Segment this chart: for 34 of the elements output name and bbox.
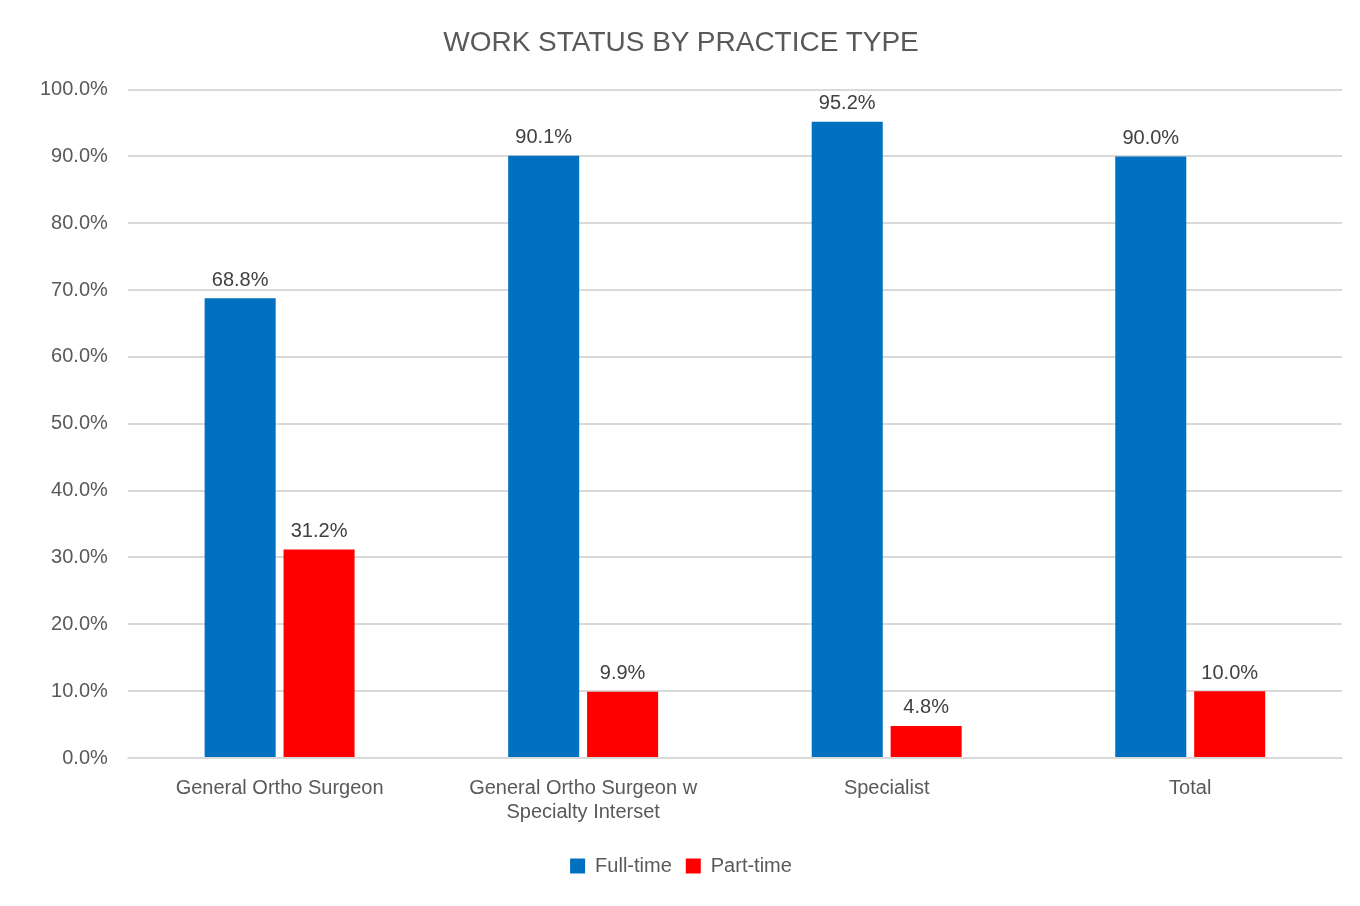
bar xyxy=(204,298,276,757)
data-label: 4.8% xyxy=(903,695,950,718)
data-label: 90.0% xyxy=(1122,125,1180,148)
bar xyxy=(890,725,962,757)
data-label: 68.8% xyxy=(211,267,269,290)
bar xyxy=(1115,156,1187,757)
y-tick-label: 50.0% xyxy=(51,411,109,434)
bar xyxy=(811,121,883,757)
y-tick-label: 80.0% xyxy=(51,210,109,233)
x-tick-label: General Ortho Surgeon w Specialty Interset xyxy=(469,775,698,822)
data-label: 90.1% xyxy=(515,125,573,148)
y-tick-label: 30.0% xyxy=(51,545,109,567)
bar xyxy=(587,691,659,757)
y-tick-label: 90.0% xyxy=(51,143,109,166)
y-tick-label: 100.0% xyxy=(39,77,109,100)
y-tick-label: 70.0% xyxy=(51,277,109,300)
y-tick-label: 20.0% xyxy=(51,611,109,634)
bar xyxy=(283,549,355,757)
y-tick-label: 0.0% xyxy=(62,745,109,768)
data-label: 31.2% xyxy=(290,518,348,541)
legend-label: Full-time xyxy=(595,853,672,876)
data-label: 10.0% xyxy=(1201,660,1259,683)
x-tick-label: General Ortho Surgeon xyxy=(175,775,384,798)
chart-title: WORK STATUS BY PRACTICE TYPE xyxy=(443,25,919,57)
bar xyxy=(508,155,580,757)
x-tick-label: Specialist xyxy=(843,775,930,798)
legend-label: Part-time xyxy=(710,853,792,876)
bar xyxy=(1194,691,1266,757)
y-tick-label: 40.0% xyxy=(51,478,109,501)
y-tick-label: 60.0% xyxy=(51,344,109,367)
data-label: 95.2% xyxy=(818,91,876,114)
x-tick-label: Total xyxy=(1169,775,1212,798)
data-label: 9.9% xyxy=(599,661,646,684)
y-tick-label: 10.0% xyxy=(51,678,109,701)
